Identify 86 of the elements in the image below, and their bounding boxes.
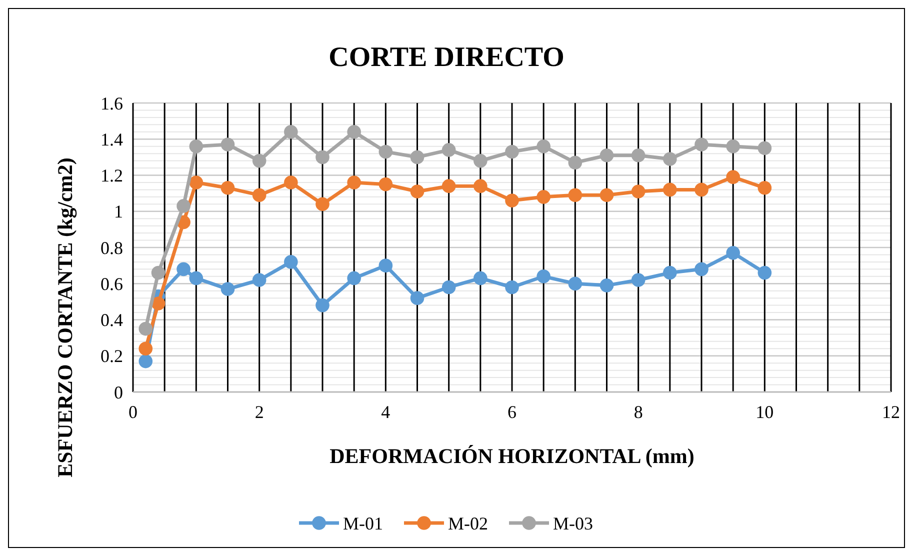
point	[600, 148, 614, 162]
point	[694, 262, 708, 276]
point	[151, 266, 166, 280]
point	[176, 262, 190, 276]
point	[378, 258, 393, 272]
x-tick-label: 2	[254, 402, 264, 422]
point	[151, 296, 166, 310]
x-tick-label: 8	[634, 402, 643, 422]
chart-title: CORTE DIRECTO	[328, 42, 564, 73]
point	[220, 138, 235, 152]
point	[189, 271, 204, 286]
point	[663, 266, 677, 280]
point	[600, 278, 614, 292]
point	[442, 179, 456, 193]
point	[474, 271, 488, 286]
point	[316, 150, 330, 164]
point	[568, 156, 582, 170]
y-tick-label: 1	[114, 202, 123, 222]
x-axis-title: DEFORMACIÓN HORIZONTAL (mm)	[330, 444, 694, 468]
point	[442, 143, 456, 157]
x-tick-label: 4	[381, 402, 390, 422]
point	[176, 199, 190, 213]
point	[138, 342, 153, 356]
point	[536, 139, 550, 154]
legend-label: M-02	[448, 513, 488, 534]
point	[631, 148, 646, 162]
point	[474, 154, 488, 168]
point	[284, 176, 298, 190]
point	[663, 182, 677, 197]
point	[220, 282, 235, 296]
legend-label: M-01	[343, 513, 383, 534]
point	[316, 298, 330, 312]
point	[631, 273, 646, 287]
point	[410, 150, 424, 164]
point	[138, 322, 153, 336]
point	[316, 197, 330, 212]
point	[284, 125, 298, 139]
point	[568, 276, 582, 291]
point	[347, 176, 361, 190]
point	[631, 184, 646, 198]
x-tick-label: 10	[756, 402, 774, 422]
y-tick-label: 0.2	[100, 346, 123, 366]
point	[252, 273, 266, 287]
y-tick-label: 0.8	[100, 238, 123, 258]
x-tick-label: 6	[508, 402, 516, 422]
y-tick-label: 1.6	[100, 93, 123, 114]
point	[726, 246, 740, 260]
point	[378, 177, 393, 192]
point	[505, 144, 519, 159]
point	[189, 176, 204, 190]
y-axis-title: ESFUERZO CORTANTE (kg/cm2)	[53, 158, 77, 478]
x-tick-label: 0	[128, 402, 138, 422]
point	[758, 266, 772, 280]
point	[347, 125, 361, 139]
legend-label: M-03	[553, 513, 593, 534]
point	[505, 194, 519, 208]
y-tick-label: 1.4	[100, 129, 123, 150]
point	[442, 280, 456, 294]
point	[536, 270, 550, 284]
point	[410, 291, 424, 305]
point	[284, 255, 298, 269]
point	[568, 188, 582, 202]
point	[474, 179, 488, 193]
point	[410, 184, 424, 198]
y-tick-label: 0.4	[100, 310, 123, 330]
point	[505, 280, 519, 294]
point	[694, 138, 708, 152]
point	[726, 170, 740, 184]
y-tick-label: 0.6	[100, 274, 123, 294]
point	[378, 144, 393, 159]
point	[758, 180, 772, 195]
point	[347, 271, 361, 286]
point	[663, 152, 677, 166]
y-tick-label: 1.2	[100, 166, 123, 186]
point	[138, 354, 153, 368]
point	[758, 141, 772, 156]
y-tick-label: 0	[114, 382, 123, 402]
x-tick-label: 12	[882, 402, 900, 422]
point	[220, 180, 235, 195]
point	[252, 154, 266, 168]
point	[726, 139, 740, 154]
point	[600, 188, 614, 202]
point	[252, 188, 266, 202]
point	[536, 190, 550, 204]
point	[189, 139, 204, 154]
point	[694, 182, 708, 197]
